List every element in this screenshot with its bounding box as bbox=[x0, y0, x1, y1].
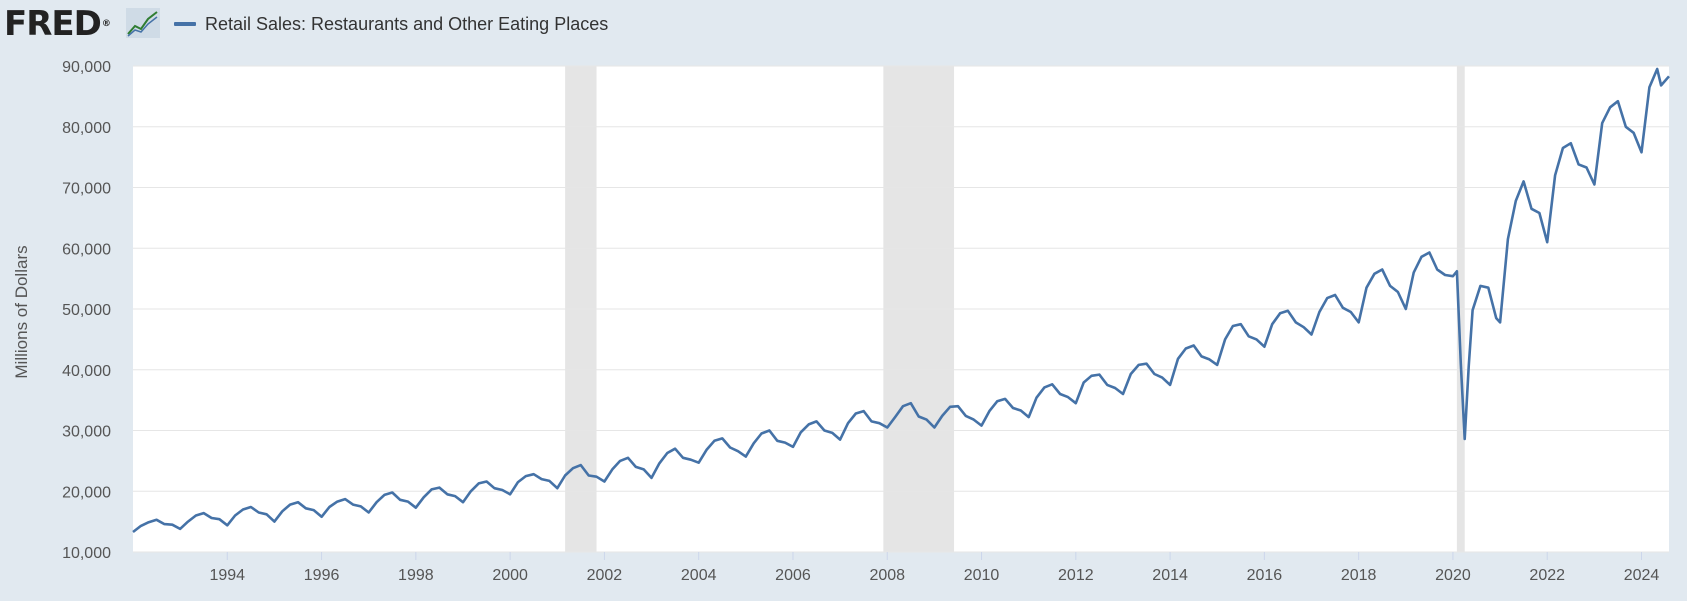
y-tick-label: 40,000 bbox=[62, 363, 111, 380]
x-tick-label: 1994 bbox=[209, 567, 245, 584]
x-tick-label: 2006 bbox=[775, 567, 811, 584]
x-tick-label: 2020 bbox=[1435, 567, 1471, 584]
x-tick-label: 2002 bbox=[587, 567, 623, 584]
legend-swatch bbox=[174, 22, 196, 26]
y-tick-label: 90,000 bbox=[62, 59, 111, 76]
y-tick-label: 10,000 bbox=[62, 545, 111, 562]
y-tick-label: 20,000 bbox=[62, 484, 111, 501]
x-tick-label: 2010 bbox=[964, 567, 1000, 584]
x-tick-label: 2024 bbox=[1624, 567, 1660, 584]
x-tick-label: 2000 bbox=[492, 567, 528, 584]
y-tick-label: 60,000 bbox=[62, 241, 111, 258]
x-tick-label: 2016 bbox=[1247, 567, 1283, 584]
fred-logo[interactable]: FRED® bbox=[4, 2, 111, 46]
y-tick-label: 70,000 bbox=[62, 181, 111, 198]
x-tick-label: 1996 bbox=[304, 567, 340, 584]
x-tick-label: 2004 bbox=[681, 567, 717, 584]
y-tick-label: 80,000 bbox=[62, 120, 111, 137]
logo-text: FRED bbox=[4, 4, 102, 44]
x-tick-label: 2022 bbox=[1529, 567, 1565, 584]
line-graph-icon bbox=[126, 8, 160, 38]
x-tick-label: 1998 bbox=[398, 567, 434, 584]
x-tick-label: 2012 bbox=[1058, 567, 1094, 584]
series-line bbox=[132, 67, 1670, 534]
legend-label: Retail Sales: Restaurants and Other Eati… bbox=[205, 13, 609, 34]
y-tick-label: 50,000 bbox=[62, 302, 111, 319]
logo-registered-mark: ® bbox=[101, 19, 111, 29]
header: FRED® Retail Sales: Restaurants and Othe… bbox=[0, 0, 1687, 50]
x-axis: 1994 1996 1998 2000 2002 2004 2006 2008 2010 2012… bbox=[209, 552, 1659, 584]
x-tick-label: 2008 bbox=[869, 567, 905, 584]
x-tick-label: 2018 bbox=[1341, 567, 1377, 584]
gridlines bbox=[133, 65, 1669, 553]
legend[interactable]: Retail Sales: Restaurants and Other Eati… bbox=[174, 9, 608, 39]
y-axis: 10,000 20,000 30,000 40,000 50,000 60,000 70,0… bbox=[62, 59, 111, 562]
y-tick-label: 30,000 bbox=[62, 424, 111, 441]
x-tick-label: 2014 bbox=[1152, 567, 1188, 584]
